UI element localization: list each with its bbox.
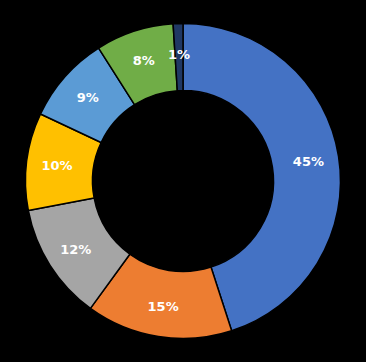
svg-text:12%: 12% xyxy=(60,242,91,257)
svg-text:15%: 15% xyxy=(148,299,179,314)
svg-text:10%: 10% xyxy=(41,158,72,173)
svg-text:1%: 1% xyxy=(168,47,190,62)
svg-text:8%: 8% xyxy=(133,53,155,68)
svg-text:45%: 45% xyxy=(293,154,324,169)
svg-text:9%: 9% xyxy=(77,90,99,105)
